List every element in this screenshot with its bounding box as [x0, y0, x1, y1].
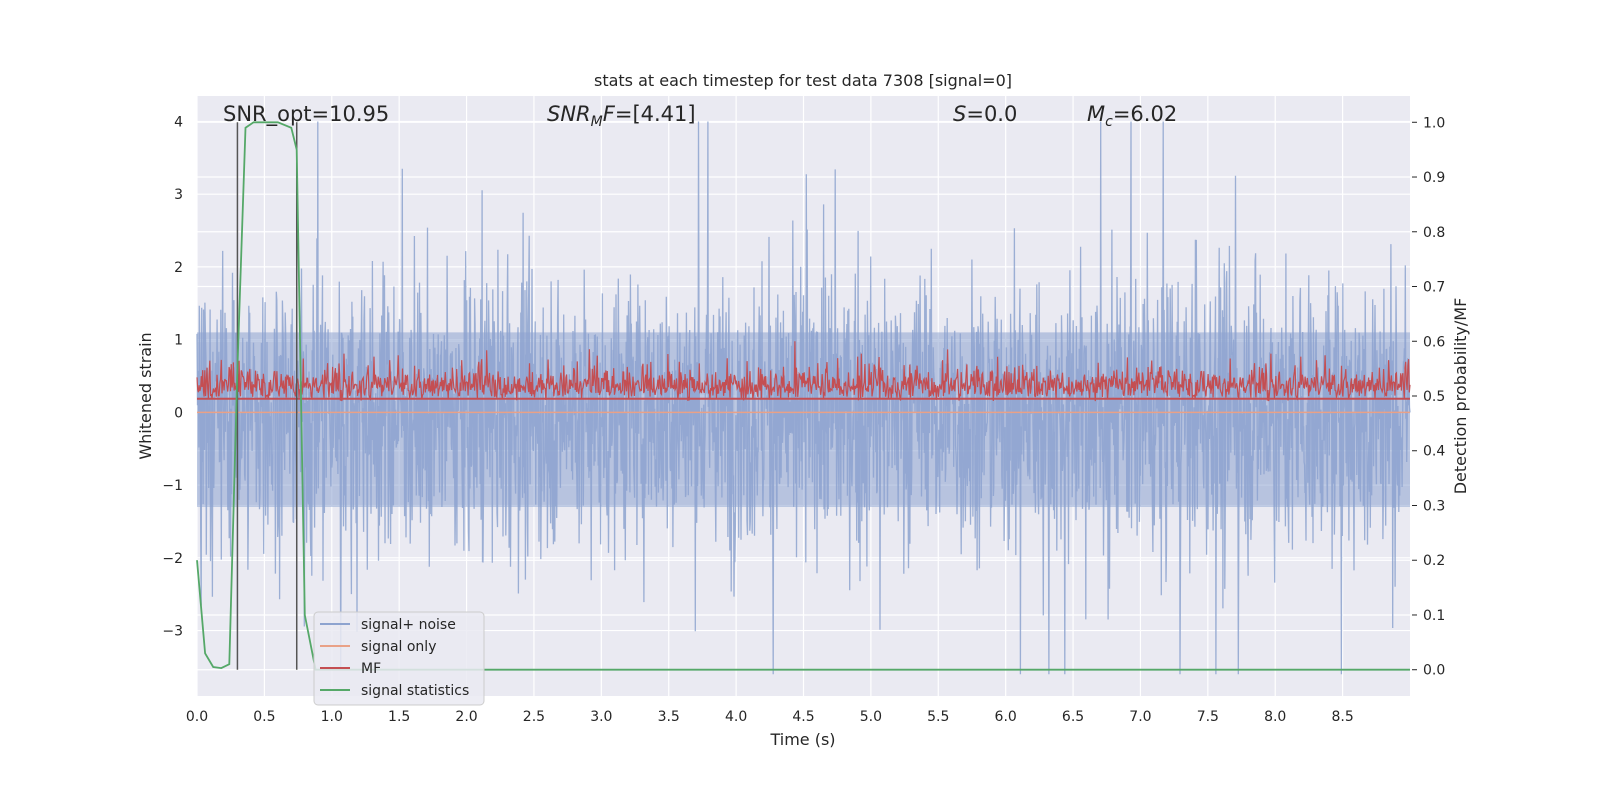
annotation-snr-mf: SNRMF=[4.41] — [547, 102, 696, 130]
y2-axis-label: Detection probability/MF — [1451, 298, 1470, 495]
annotation-mc: Mc=6.02 — [1087, 102, 1177, 130]
y2-tick-label: 0.6 — [1423, 334, 1445, 350]
x-tick-label: 7.0 — [1129, 709, 1151, 725]
x-tick-label: 4.5 — [792, 709, 814, 725]
y2-tick-label: 0.4 — [1423, 444, 1445, 460]
x-tick-label: 3.5 — [658, 709, 680, 725]
y-tick-label: 1 — [174, 333, 183, 349]
chart-title: stats at each timestep for test data 730… — [594, 71, 1012, 90]
y2-tick-label: 0.3 — [1423, 498, 1445, 514]
annotation-snr-opt: SNR_opt=10.95 — [223, 102, 389, 127]
y-tick-label: −3 — [162, 624, 183, 640]
x-tick-label: 0.5 — [253, 709, 275, 725]
x-tick-label: 5.5 — [927, 709, 949, 725]
annotation-snr-mf-value: [4.41] — [632, 102, 695, 126]
legend-label-signal-noise: signal+ noise — [361, 617, 456, 633]
y2-tick-label: 0.7 — [1423, 280, 1445, 296]
y-tick-label: −2 — [162, 551, 183, 567]
x-tick-label: 6.0 — [995, 709, 1017, 725]
legend: signal+ noise signal only MF signal stat… — [313, 611, 485, 706]
x-tick-label: 7.5 — [1197, 709, 1219, 725]
y-tick-label: 0 — [174, 405, 183, 421]
plot-content — [196, 121, 1411, 675]
series-mf-line — [196, 341, 1411, 402]
y2-tick-label: 0.9 — [1423, 170, 1445, 186]
x-tick-label: 0.0 — [186, 709, 208, 725]
y2-tick-label: 1.0 — [1423, 115, 1445, 131]
legend-label-signal-only: signal only — [361, 639, 436, 655]
x-tick-label: 6.5 — [1062, 709, 1084, 725]
series-signal-statistics-line — [196, 121, 1410, 671]
x-tick-label: 1.5 — [388, 709, 410, 725]
y2-tick-label: 0.5 — [1423, 389, 1445, 405]
annotation-s: S=0.0 — [953, 102, 1017, 126]
series-signal-noise-core — [197, 332, 1410, 507]
legend-box — [313, 611, 485, 706]
x-tick-label: 2.5 — [523, 709, 545, 725]
x-axis-label: Time (s) — [769, 730, 835, 749]
x-tick-label: 5.0 — [860, 709, 882, 725]
y-tick-label: 4 — [174, 114, 183, 130]
y-axis-label: Whitened strain — [136, 332, 155, 459]
y-tick-label: −1 — [162, 478, 183, 494]
y2-tick-label: 0.0 — [1423, 663, 1445, 679]
y-tick-label: 2 — [174, 260, 183, 276]
x-tick-label: 1.0 — [321, 709, 343, 725]
annotation-mc-value: =6.02 — [1113, 102, 1177, 126]
axes-ticks: 0.0 0.5 1.0 1.5 2.0 2.5 3.0 3.5 4.0 4.5 5.0 5.5 6.0 6… — [162, 114, 1445, 725]
x-tick-label: 8.0 — [1264, 709, 1286, 725]
y2-tick-label: 0.1 — [1423, 608, 1445, 624]
x-tick-label: 8.5 — [1331, 709, 1353, 725]
legend-label-signal-statistics: signal statistics — [361, 683, 469, 699]
x-tick-label: 2.0 — [455, 709, 477, 725]
annotation-s-value: =0.0 — [966, 102, 1017, 126]
x-tick-label: 3.0 — [590, 709, 612, 725]
legend-label-mf: MF — [361, 661, 381, 677]
y-tick-label: 3 — [174, 187, 183, 203]
x-tick-label: 4.0 — [725, 709, 747, 725]
y2-tick-label: 0.8 — [1423, 225, 1445, 241]
y2-tick-label: 0.2 — [1423, 553, 1445, 569]
